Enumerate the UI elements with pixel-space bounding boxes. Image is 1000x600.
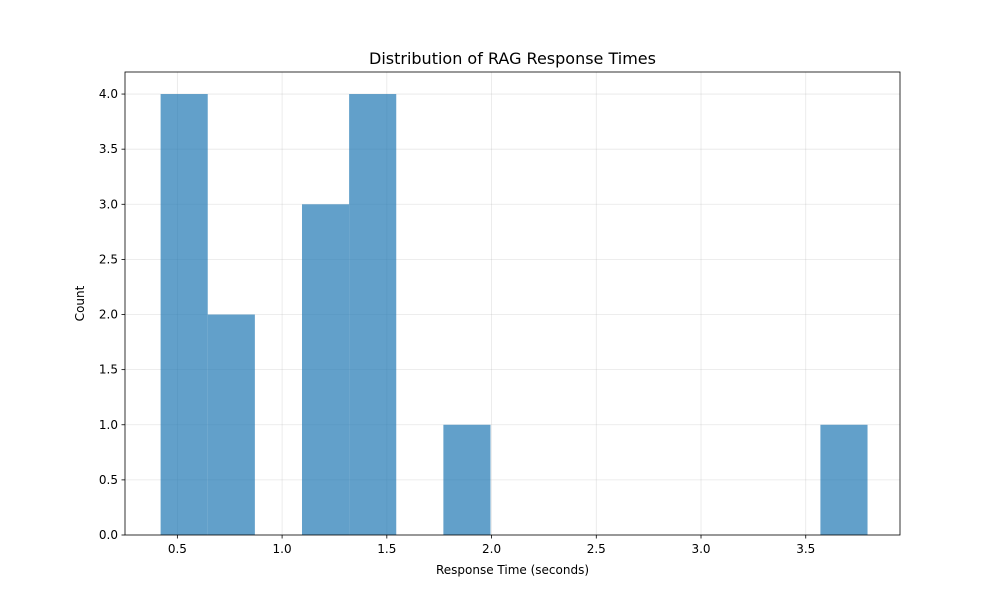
- x-tick-label-1: 1.0: [273, 542, 292, 556]
- x-tick-label-2: 1.5: [377, 542, 396, 556]
- y-tick-label-5: 2.5: [99, 252, 118, 266]
- histogram-bar-1: [207, 314, 255, 535]
- y-tick-label-0: 0.0: [99, 528, 118, 542]
- y-tick-label-3: 1.5: [99, 363, 118, 377]
- bars-layer: [160, 94, 868, 536]
- y-tick-label-7: 3.5: [99, 142, 118, 156]
- y-tick-label-6: 3.0: [99, 197, 118, 211]
- histogram-bar-6: [443, 424, 491, 535]
- y-axis-label: Count: [73, 285, 87, 321]
- chart-title: Distribution of RAG Response Times: [369, 49, 656, 68]
- x-tick-label-5: 3.0: [691, 542, 710, 556]
- axes-frame: [124, 71, 901, 536]
- y-tick-label-8: 4.0: [99, 87, 118, 101]
- x-axis-ticks: 0.5 1.0 1.5 2.0 2.5 3.0 3.5: [168, 535, 815, 556]
- histogram-bar-0: [160, 94, 208, 536]
- y-tick-label-2: 1.0: [99, 418, 118, 432]
- x-tick-label-3: 2.0: [482, 542, 501, 556]
- y-axis-ticks: 0.0 0.5 1.0 1.5 2.0 2.5 3.0 3.5 4.0: [99, 87, 125, 542]
- x-axis-label: Response Time (seconds): [436, 563, 589, 577]
- histogram-bar-3: [301, 204, 350, 536]
- y-tick-label-1: 0.5: [99, 473, 118, 487]
- histogram-bar-14: [820, 424, 868, 535]
- y-tick-label-4: 2.0: [99, 308, 118, 322]
- histogram-bar-4: [349, 94, 397, 536]
- x-tick-label-6: 3.5: [796, 542, 815, 556]
- x-tick-label-4: 2.5: [587, 542, 606, 556]
- x-tick-label-0: 0.5: [168, 542, 187, 556]
